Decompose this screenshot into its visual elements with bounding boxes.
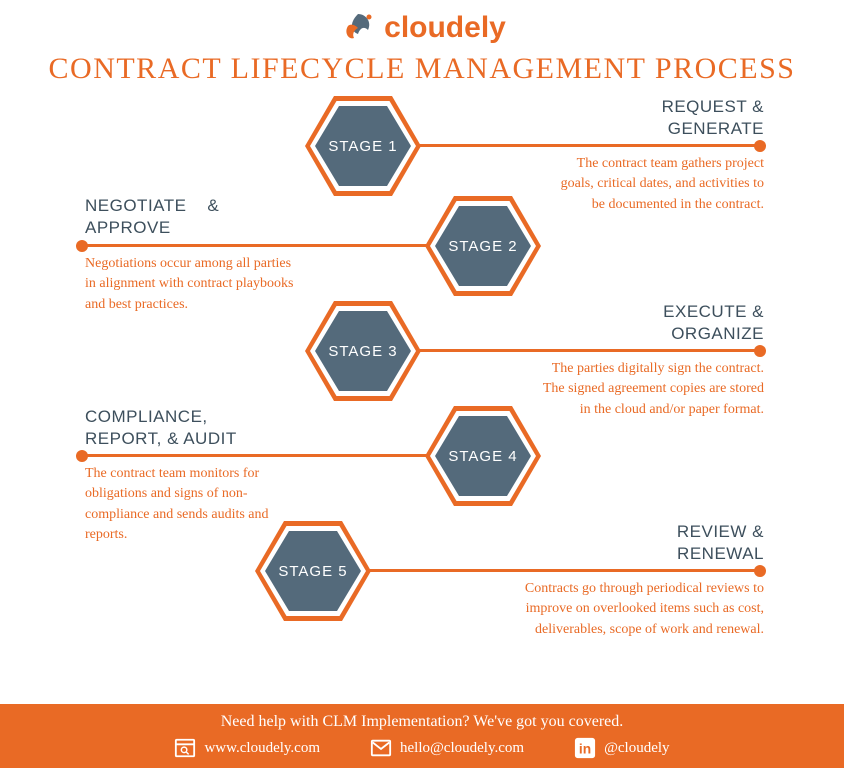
connector-stage-4	[82, 454, 427, 457]
logo-text: cloudely	[384, 11, 506, 45]
connector-stage-2	[82, 244, 427, 247]
footer-link-linkedin[interactable]: in @cloudely	[574, 737, 669, 759]
stage-5-desc: Contracts go through periodical reviews …	[504, 579, 764, 640]
footer-links: www.cloudely.com hello@cloudely.com in @…	[174, 737, 669, 759]
stage-4-title: COMPLIANCE, REPORT, & AUDIT	[85, 406, 285, 450]
footer-link-email[interactable]: hello@cloudely.com	[370, 737, 524, 759]
hex-stage-3: STAGE 3	[305, 301, 421, 401]
stage-3-title: EXECUTE & ORGANIZE	[614, 301, 764, 345]
connector-stage-5	[370, 569, 760, 572]
footer-cta: Need help with CLM Implementation? We've…	[221, 713, 624, 731]
logo: cloudely	[0, 0, 844, 48]
stage-3-desc: The parties digitally sign the contract.…	[539, 359, 764, 420]
stage-1-desc: The contract team gathers project goals,…	[544, 154, 764, 215]
footer-link-text: @cloudely	[604, 740, 669, 757]
hex-stage-1: STAGE 1	[305, 96, 421, 196]
browser-icon	[174, 737, 196, 759]
mail-icon	[370, 737, 392, 759]
hex-stage-2: STAGE 2	[425, 196, 541, 296]
connector-stage-1	[420, 144, 760, 147]
stage-2-title: NEGOTIATE & APPROVE	[85, 195, 265, 239]
connector-stage-3	[420, 349, 760, 352]
footer-link-website[interactable]: www.cloudely.com	[174, 737, 320, 759]
footer-link-text: hello@cloudely.com	[400, 740, 524, 757]
stage-5-title: REVIEW & RENEWAL	[614, 521, 764, 565]
hex-stage-5: STAGE 5	[255, 521, 371, 621]
stages-diagram: STAGE 1 REQUEST & GENERATE The contract …	[0, 86, 844, 696]
logo-icon	[338, 8, 378, 48]
svg-text:in: in	[579, 742, 591, 757]
footer-link-text: www.cloudely.com	[204, 740, 320, 757]
hex-stage-4: STAGE 4	[425, 406, 541, 506]
stage-2-desc: Negotiations occur among all parties in …	[85, 254, 300, 315]
page-title: CONTRACT LIFECYCLE MANAGEMENT PROCESS	[0, 52, 844, 86]
stage-1-title: REQUEST & GENERATE	[614, 96, 764, 140]
linkedin-icon: in	[574, 737, 596, 759]
footer: Need help with CLM Implementation? We've…	[0, 704, 844, 768]
